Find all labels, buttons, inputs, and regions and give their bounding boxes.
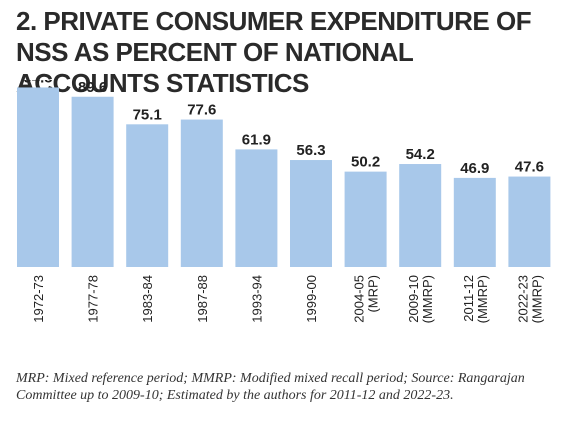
category-label-line: 1987-88 [195, 275, 210, 323]
bar-1972-73 [17, 87, 59, 267]
category-label-1983-84: 1983-84 [140, 275, 155, 323]
bar-2009-10 (MMRP) [399, 164, 442, 267]
chart-footnote: MRP: Mixed reference period; MMRP: Modif… [16, 371, 525, 403]
category-label-line: 1972-73 [31, 275, 46, 323]
category-label-line: (MMRP) [420, 275, 435, 323]
bar-1993-94 [235, 149, 278, 267]
category-label-1999-00: 1999-00 [304, 275, 319, 323]
category-label-line: 2009-10 [406, 275, 421, 323]
category-label-1987-88: 1987-88 [195, 275, 210, 323]
category-label-line: 1977-78 [86, 275, 101, 323]
bar-2011-12 (MMRP) [453, 177, 496, 267]
category-label-2004-05 (MRP): 2004-05 (MRP) [352, 275, 381, 323]
bar-1999-00 [290, 160, 332, 267]
category-label-2011-12 (MMRP): 2011-12 (MMRP) [461, 275, 490, 323]
value-label-1993-94: 61.9 [242, 131, 271, 148]
value-label-1977-78: 89.6 [78, 80, 107, 96]
category-label-line: 1999-00 [304, 275, 319, 323]
category-label-2022-23 (MMRP): 2022-23 (MMRP) [515, 275, 544, 323]
bar-1977-78 [71, 96, 114, 267]
value-label-1999-00: 56.3 [296, 142, 325, 159]
category-label-line: (MMRP) [529, 275, 544, 323]
bar-1983-84 [126, 124, 169, 267]
value-label-1972-73: 94.5 [23, 80, 52, 86]
category-label-2009-10 (MMRP): 2009-10 (MMRP) [406, 275, 435, 323]
bar-chart: 94.5 1972-73 89.6 1977-78 75.1 1983-84 77.6 198… [17, 80, 551, 323]
bar-2004-05 (MRP) [344, 171, 387, 267]
value-label-1983-84: 75.1 [133, 106, 162, 123]
category-label-1977-78: 1977-78 [86, 275, 101, 323]
value-label-2022-23 (MMRP): 47.6 [515, 159, 544, 176]
category-label-line: 1983-84 [140, 275, 155, 323]
category-label-line: (MMRP) [475, 275, 490, 323]
category-label-line: 2011-12 [461, 275, 476, 322]
value-label-2009-10 (MMRP): 54.2 [406, 146, 435, 163]
category-label-1993-94: 1993-94 [249, 275, 264, 323]
value-label-2004-05 (MRP): 50.2 [351, 154, 380, 171]
bar-1987-88 [180, 119, 223, 267]
value-label-2011-12 (MMRP): 46.9 [460, 160, 489, 177]
category-label-line: (MRP) [366, 275, 381, 313]
chart-title: 2. PRIVATE CONSUMER EXPENDITURE OF NSS A… [16, 6, 532, 98]
category-label-1972-73: 1972-73 [31, 275, 46, 323]
category-label-line: 1993-94 [249, 275, 264, 323]
value-label-1987-88: 77.6 [187, 102, 216, 119]
bar-2022-23 (MMRP) [508, 176, 551, 267]
category-label-line: 2022-23 [515, 275, 530, 323]
category-label-line: 2004-05 [352, 275, 367, 323]
